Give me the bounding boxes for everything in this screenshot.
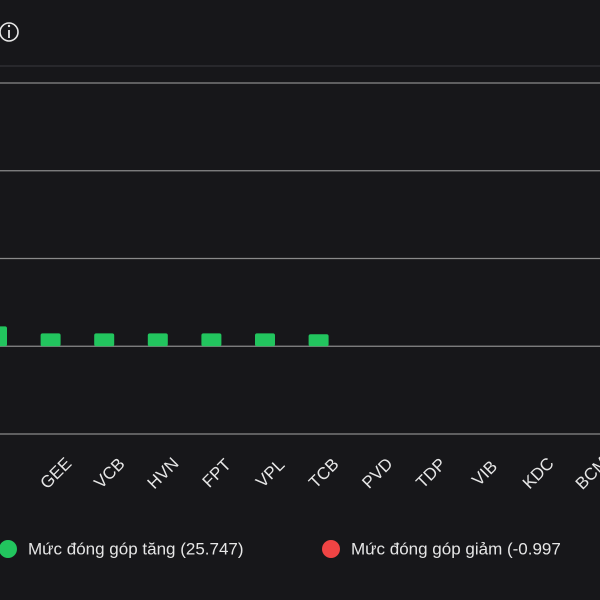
legend-marker [322, 540, 340, 558]
bar [255, 333, 275, 347]
bar [308, 334, 329, 347]
legend-item[interactable]: Mức đóng góp tăng (25.747) [0, 539, 244, 558]
bar [147, 333, 168, 347]
legend-item[interactable]: Mức đóng góp giảm (-0.997 [322, 539, 561, 558]
legend-label: Mức đóng góp giảm (-0.997 [351, 539, 561, 558]
info-icon[interactable] [0, 22, 19, 42]
bar [40, 333, 61, 347]
legend-label: Mức đóng góp tăng (25.747) [28, 539, 244, 558]
bar [201, 333, 222, 347]
legend-marker [0, 540, 17, 558]
bar [94, 333, 115, 347]
bar [0, 326, 7, 347]
